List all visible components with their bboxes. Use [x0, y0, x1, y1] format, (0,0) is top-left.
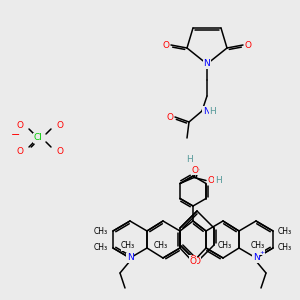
Text: N: N [204, 59, 210, 68]
Text: H: H [214, 176, 221, 185]
Text: CH₃: CH₃ [251, 242, 265, 250]
Text: H: H [209, 106, 216, 116]
Text: O: O [190, 257, 196, 266]
Text: CH₃: CH₃ [278, 244, 292, 253]
Text: O: O [208, 176, 214, 185]
Text: O: O [167, 112, 173, 122]
Text: N: N [253, 254, 260, 262]
Text: −: − [11, 130, 21, 140]
Text: CH₃: CH₃ [218, 242, 232, 250]
Text: CH₃: CH₃ [94, 244, 108, 253]
Text: CH₃: CH₃ [278, 226, 292, 236]
Text: O: O [191, 166, 199, 175]
Text: H: H [186, 155, 192, 164]
Text: CH₃: CH₃ [121, 242, 135, 250]
Text: O: O [190, 256, 196, 265]
Text: CH₃: CH₃ [94, 226, 108, 236]
Text: O: O [244, 40, 251, 50]
Text: O: O [16, 121, 23, 130]
Text: O: O [56, 146, 64, 155]
Text: O: O [163, 40, 170, 50]
Text: Cl: Cl [34, 134, 42, 142]
Text: O: O [16, 146, 23, 155]
Text: CH₃: CH₃ [154, 242, 168, 250]
Text: N: N [127, 254, 134, 262]
Text: O: O [194, 257, 200, 266]
Text: +: + [260, 250, 265, 254]
Text: O: O [56, 121, 64, 130]
Text: N: N [202, 106, 209, 116]
